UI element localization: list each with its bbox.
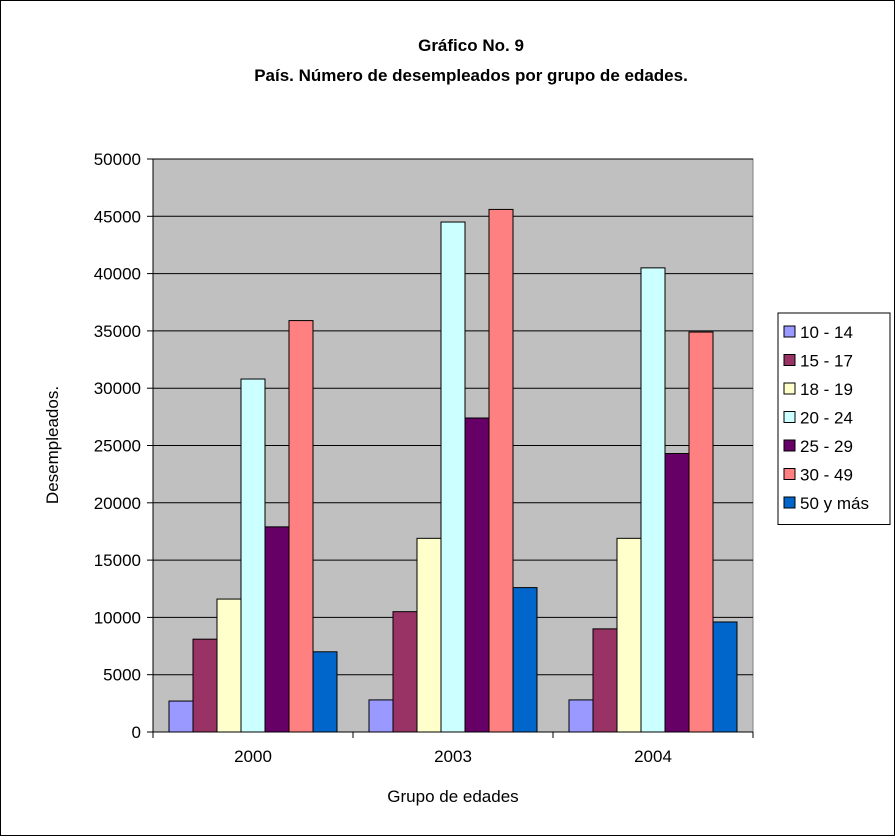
- y-tick-label: 15000: [94, 551, 141, 570]
- legend-swatch: [783, 325, 796, 338]
- legend-swatch: [783, 496, 796, 509]
- y-tick-label: 30000: [94, 379, 141, 398]
- y-tick-label: 20000: [94, 494, 141, 513]
- x-tick-label: 2004: [634, 747, 672, 766]
- bar: [488, 208, 514, 733]
- legend-label: 15 - 17: [800, 352, 853, 371]
- legend-swatch: [783, 354, 796, 366]
- bar: [688, 331, 714, 733]
- legend-swatch: [783, 439, 796, 452]
- legend-label: 10 - 14: [800, 323, 853, 342]
- bar: [440, 221, 466, 733]
- bar: [192, 638, 218, 733]
- bar: [392, 611, 418, 733]
- bar: [640, 267, 666, 733]
- legend-label: 18 - 19: [800, 380, 853, 399]
- bar: [592, 628, 618, 733]
- bar: [216, 598, 242, 733]
- bar: [464, 417, 490, 733]
- bar: [712, 621, 738, 733]
- y-axis-label: Desempleados.: [43, 386, 62, 504]
- x-axis-label: Grupo de edades: [387, 787, 518, 806]
- bar: [568, 699, 594, 733]
- chart-subtitle: País. Número de desempleados por grupo d…: [254, 66, 688, 85]
- bar: [264, 526, 290, 733]
- x-tick-label: 2003: [434, 747, 472, 766]
- bar: [288, 320, 314, 733]
- bar: [512, 587, 538, 733]
- bar: [240, 378, 266, 733]
- plot-area: 0 5000 10000 15000 20000 25000 30000 35000 40000…: [94, 150, 754, 766]
- y-tick-label: 25000: [94, 437, 141, 456]
- bar: [368, 699, 394, 733]
- y-tick-label: 35000: [94, 322, 141, 341]
- legend-label: 20 - 24: [800, 409, 853, 428]
- y-tick-label: 50000: [94, 150, 141, 169]
- legend-label: 50 y más: [800, 494, 869, 513]
- bar: [416, 537, 442, 733]
- y-tick-label: 10000: [94, 608, 141, 627]
- y-tick-label: 0: [132, 723, 141, 742]
- y-tick-label: 45000: [94, 207, 141, 226]
- legend-box: [777, 312, 891, 525]
- y-tick-label: 40000: [94, 265, 141, 284]
- legend-label: 30 - 49: [800, 466, 853, 485]
- legend-swatch: [783, 382, 796, 395]
- legend: 10 - 14 15 - 17 18 - 19 20 - 24 25 - 29 30 - …: [777, 312, 891, 525]
- legend-swatch: [783, 468, 796, 480]
- legend-swatch: [783, 411, 796, 423]
- bar: [664, 453, 690, 733]
- legend-label: 25 - 29: [800, 437, 853, 456]
- y-tick-label: 5000: [103, 666, 141, 685]
- bar: [616, 537, 642, 733]
- bar: [312, 651, 338, 733]
- bar: [168, 700, 194, 733]
- x-tick-label: 2000: [234, 747, 272, 766]
- chart-title: Gráfico No. 9: [418, 36, 524, 55]
